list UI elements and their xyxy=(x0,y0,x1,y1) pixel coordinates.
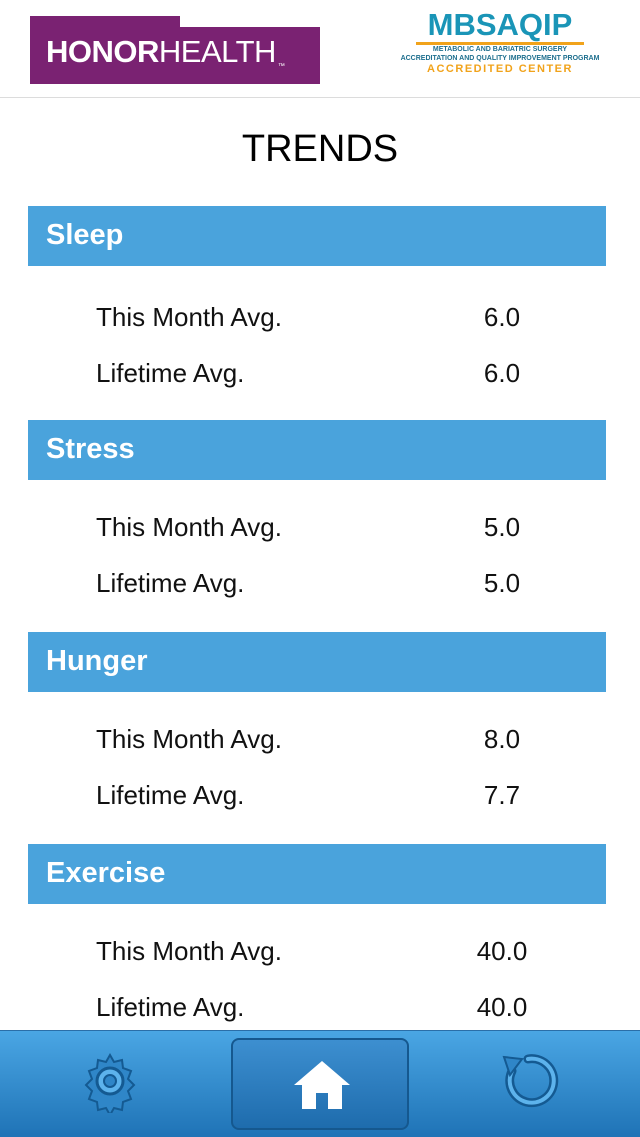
refresh-icon[interactable] xyxy=(496,1049,560,1113)
section-title: Hunger xyxy=(46,645,148,677)
row-value: 6.0 xyxy=(483,358,521,388)
row-label: This Month Avg. xyxy=(96,724,282,754)
row-value: 5.0 xyxy=(483,512,521,542)
section-header-hunger: Hunger xyxy=(28,632,606,692)
section-title: Exercise xyxy=(46,857,166,889)
row-value: 5.0 xyxy=(483,568,521,598)
row-label: Lifetime Avg. xyxy=(96,568,245,598)
bottom-toolbar xyxy=(0,1030,640,1137)
section-title: Stress xyxy=(46,433,135,465)
row-value: 8.0 xyxy=(483,724,521,754)
app-header: HONORHEALTH ™ MBSAQIP METABOLIC AND BARIA… xyxy=(0,0,640,98)
section-header-stress: Stress xyxy=(28,420,606,480)
section-title: Sleep xyxy=(46,219,124,251)
row-label: This Month Avg. xyxy=(96,512,282,542)
row-value: 7.7 xyxy=(483,780,521,810)
row-value: 40.0 xyxy=(476,992,528,1022)
section-header-exercise: Exercise xyxy=(28,844,606,904)
gear-icon[interactable] xyxy=(78,1049,142,1118)
home-icon xyxy=(292,1057,352,1113)
row-label: Lifetime Avg. xyxy=(96,358,245,388)
home-button[interactable] xyxy=(231,1038,409,1130)
row-label: This Month Avg. xyxy=(96,936,282,966)
row-value: 6.0 xyxy=(483,302,521,332)
row-label: Lifetime Avg. xyxy=(96,992,245,1022)
honorhealth-logo: HONORHEALTH ™ xyxy=(30,16,320,84)
section-header-sleep: Sleep xyxy=(28,206,606,266)
row-label: This Month Avg. xyxy=(96,302,282,332)
mbsaqip-logo: MBSAQIP METABOLIC AND BARIATRIC SURGERY … xyxy=(400,7,600,76)
row-label: Lifetime Avg. xyxy=(96,780,245,810)
row-value: 40.0 xyxy=(476,936,528,966)
page-title: TRENDS xyxy=(241,128,399,170)
